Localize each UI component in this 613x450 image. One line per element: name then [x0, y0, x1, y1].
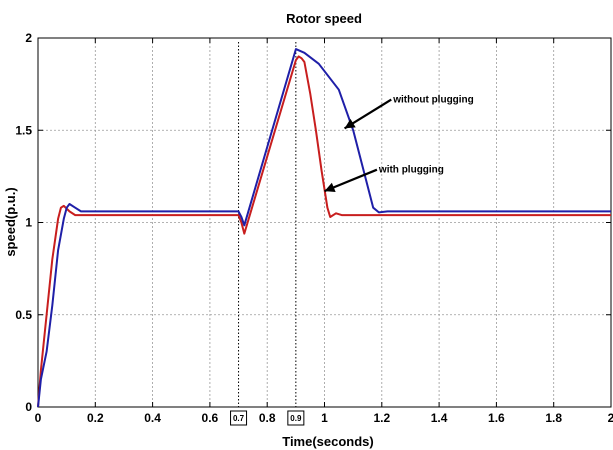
- x-tick-label: 1.8: [545, 411, 562, 425]
- grid: [38, 38, 611, 407]
- annotations: without plugging with plugging: [324, 95, 474, 193]
- x-tick-label: 0: [35, 411, 42, 425]
- series-group: [37, 48, 611, 408]
- annotation-arrowhead: [324, 182, 336, 192]
- annotation-label: without plugging: [392, 95, 474, 106]
- series-line: [37, 48, 611, 408]
- y-tick-label: 0: [25, 400, 32, 414]
- chart-title: Rotor speed: [286, 11, 362, 26]
- x-tick-label: 1: [321, 411, 328, 425]
- x-tick-label: 1.4: [431, 411, 448, 425]
- x-axis-label: Time(seconds): [282, 434, 374, 449]
- x-tick-label: 0.2: [87, 411, 104, 425]
- y-tick-label: 1.5: [15, 123, 32, 137]
- y-tick-label: 0.5: [15, 308, 32, 322]
- y-tick-label: 2: [25, 31, 32, 45]
- y-tick-label: 1: [25, 216, 32, 230]
- x-tick-label: 1.2: [373, 411, 390, 425]
- annotation-arrowhead: [344, 118, 356, 129]
- y-axis-label: speed(p.u.): [3, 187, 18, 256]
- marker-label: 0.9: [290, 414, 302, 423]
- x-tick-label: 0.4: [144, 411, 161, 425]
- marker-box: [287, 410, 305, 426]
- x-tick-label: 1.6: [488, 411, 505, 425]
- series-line: [37, 55, 611, 408]
- time-markers: 0.7 0.9: [230, 42, 305, 426]
- x-tick-label: 0.6: [202, 411, 219, 425]
- x-tick-label: 0.8: [259, 411, 276, 425]
- x-tick-label: 2: [608, 411, 613, 425]
- x-axis-ticks: 0 0.2 0.4 0.6 0.8 1 1.2 1.4 1.6 1.8 2: [35, 38, 613, 425]
- marker-box: [230, 410, 248, 426]
- y-axis-ticks: 0 0.5 1 1.5 2: [15, 31, 611, 414]
- annotation-label: with plugging: [378, 165, 444, 176]
- marker-label: 0.7: [233, 414, 245, 423]
